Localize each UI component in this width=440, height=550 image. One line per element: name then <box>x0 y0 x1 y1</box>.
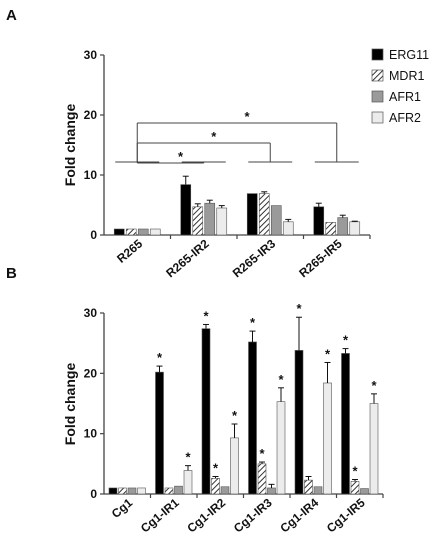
panel-letter-a: A <box>6 7 17 24</box>
category-labels-b: Cg1 Cg1-IR1 Cg1-IR2 Cg1-IR3 Cg1-IR4 Cg1-IR5 <box>109 495 368 535</box>
bar-afr2 <box>369 403 379 495</box>
significance-star: * <box>371 378 377 393</box>
category-label: Cg1-IR1 <box>138 495 182 535</box>
significance-star: * <box>325 346 331 361</box>
legend-label-afr2: AFR2 <box>389 111 421 125</box>
legend-label-mdr1: MDR1 <box>389 69 424 83</box>
bar-mdr1 <box>192 206 204 236</box>
significance-star: * <box>352 464 358 479</box>
bar-afr1 <box>267 487 276 495</box>
axes-b: 0 10 20 30 <box>84 306 384 501</box>
bar-erg11 <box>341 353 350 495</box>
bar-erg11 <box>201 328 211 495</box>
bar-afr1 <box>204 202 216 236</box>
legend-swatch-afr2 <box>371 111 384 124</box>
bar-afr2 <box>183 470 193 495</box>
category-label: Cg1-IR3 <box>231 495 275 535</box>
significance-star: * <box>278 372 284 387</box>
y-tick-label: 20 <box>84 108 98 122</box>
significance-brackets-a: * * * <box>115 109 359 164</box>
legend-swatch-erg11 <box>371 48 384 61</box>
bracket-star: * <box>178 149 184 164</box>
category-label: R265-IR2 <box>163 236 212 280</box>
bar-erg11 <box>113 228 125 236</box>
bar-afr2 <box>230 437 239 495</box>
bar-afr1 <box>360 488 369 495</box>
bars-b <box>108 316 379 495</box>
y-tick-label: 10 <box>84 168 98 182</box>
y-tick-label: 0 <box>90 228 97 242</box>
y-tick-label: 0 <box>90 487 97 501</box>
significance-star: * <box>259 446 265 461</box>
category-label: Cg1-IR5 <box>324 495 368 535</box>
bar-erg11 <box>248 341 257 495</box>
bar-erg11 <box>108 487 118 495</box>
significance-star: * <box>203 308 209 323</box>
bar-afr1 <box>127 487 137 495</box>
bar-erg11 <box>313 206 325 236</box>
legend-label-afr1: AFR1 <box>389 90 421 104</box>
y-tick-label: 30 <box>84 306 98 320</box>
bar-mdr1 <box>125 228 137 236</box>
category-label: Cg1-IR2 <box>184 495 228 535</box>
bar-erg11 <box>180 184 192 236</box>
bars-a <box>113 175 361 236</box>
significance-star: * <box>157 350 163 365</box>
bracket-star: * <box>244 109 250 124</box>
legend-swatch-afr1 <box>371 90 384 103</box>
bar-afr2 <box>349 221 361 236</box>
legend-swatch-mdr1 <box>371 69 384 82</box>
bar-afr1 <box>220 486 230 495</box>
bar-afr1 <box>137 228 149 236</box>
category-labels-a: R265 R265-IR2 R265-IR3 R265-IR5 <box>114 236 345 280</box>
significance-star: * <box>213 461 219 476</box>
bar-mdr1 <box>164 487 174 495</box>
panel-letter-b: B <box>6 265 17 282</box>
significance-stars-b: * * * * * * * * * * * * * <box>157 301 378 478</box>
bar-mdr1 <box>257 463 267 495</box>
y-tick-label: 10 <box>84 427 98 441</box>
bar-erg11 <box>294 350 304 495</box>
bar-afr2 <box>137 487 146 495</box>
significance-star: * <box>250 315 256 330</box>
significance-star: * <box>232 408 238 423</box>
category-label: Cg1 <box>109 495 136 521</box>
bracket-star: * <box>211 129 217 144</box>
category-label: R265-IR3 <box>230 236 279 280</box>
bar-mdr1 <box>118 487 127 495</box>
category-label: Cg1-IR4 <box>277 495 321 535</box>
y-axis-label-a: Fold change <box>62 104 78 187</box>
bar-erg11 <box>246 193 258 236</box>
bar-afr2 <box>149 228 161 236</box>
bar-afr2 <box>216 207 228 236</box>
bar-afr2 <box>276 401 286 495</box>
significance-star: * <box>343 333 349 348</box>
bar-mdr1 <box>350 481 360 495</box>
legend: ERG11 MDR1 AFR1 AFR2 <box>371 48 429 125</box>
bar-afr1 <box>270 205 282 236</box>
bar-afr1 <box>174 485 183 495</box>
y-tick-label: 20 <box>84 366 98 380</box>
category-label: R265 <box>114 236 145 265</box>
bar-afr2 <box>282 221 294 236</box>
bar-mdr1 <box>325 222 337 236</box>
bar-afr1 <box>337 217 349 236</box>
legend-label-erg11: ERG11 <box>389 48 429 62</box>
bar-mdr1 <box>211 478 220 495</box>
bar-mdr1 <box>258 193 270 236</box>
category-label: R265-IR5 <box>296 236 345 280</box>
y-tick-label: 30 <box>84 48 98 62</box>
significance-star: * <box>185 450 191 465</box>
y-axis-label-b: Fold change <box>62 363 78 446</box>
significance-star: * <box>296 301 302 316</box>
bar-afr2 <box>323 382 332 495</box>
bar-erg11 <box>155 371 164 495</box>
bar-afr1 <box>313 486 323 495</box>
bar-mdr1 <box>304 479 313 495</box>
